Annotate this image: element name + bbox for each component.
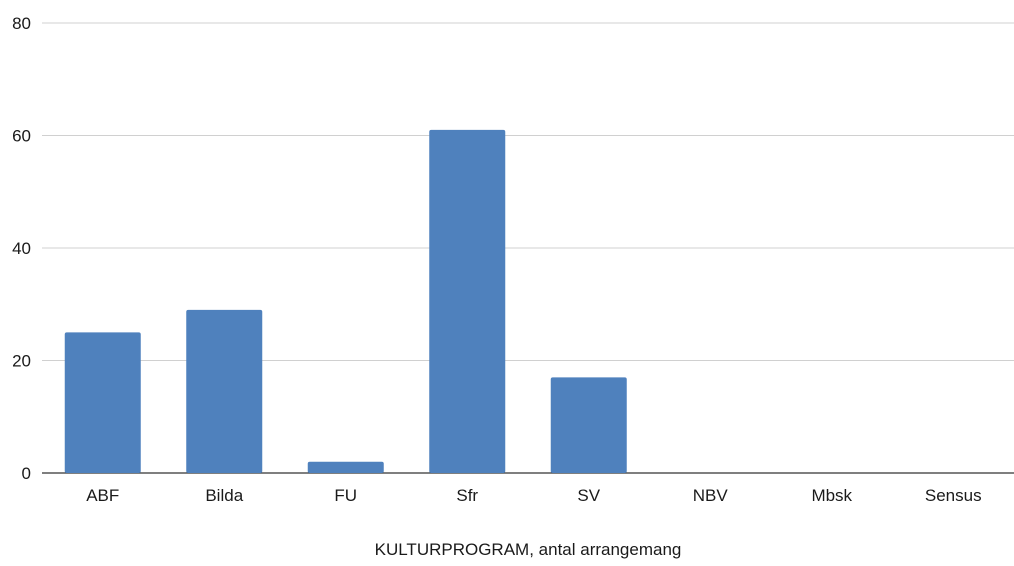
- x-category-label: NBV: [693, 486, 729, 505]
- bar-layer: [64, 129, 627, 473]
- x-category-label: Mbsk: [811, 486, 852, 505]
- y-axis-ticks: 0 20 40 60 80: [12, 14, 31, 483]
- x-axis-title: KULTURPROGRAM, antal arrangemang: [375, 540, 682, 559]
- x-category-label: SV: [577, 486, 600, 505]
- x-category-label: Sfr: [456, 486, 478, 505]
- bar-bilda: [186, 309, 263, 473]
- y-tick-label: 60: [12, 127, 31, 146]
- y-tick-label: 20: [12, 352, 31, 371]
- x-category-label: ABF: [86, 486, 119, 505]
- bar-abf: [64, 332, 141, 473]
- y-tick-label: 80: [12, 14, 31, 33]
- x-category-label: Bilda: [205, 486, 243, 505]
- x-category-label: FU: [334, 486, 357, 505]
- x-category-label: Sensus: [925, 486, 982, 505]
- y-tick-label: 0: [22, 464, 31, 483]
- bar-fu: [307, 461, 384, 473]
- y-tick-label: 40: [12, 239, 31, 258]
- bar-sv: [550, 377, 627, 473]
- bar-sfr: [429, 129, 506, 473]
- x-axis-categories: ABF Bilda FU Sfr SV NBV Mbsk Sensus: [86, 486, 981, 505]
